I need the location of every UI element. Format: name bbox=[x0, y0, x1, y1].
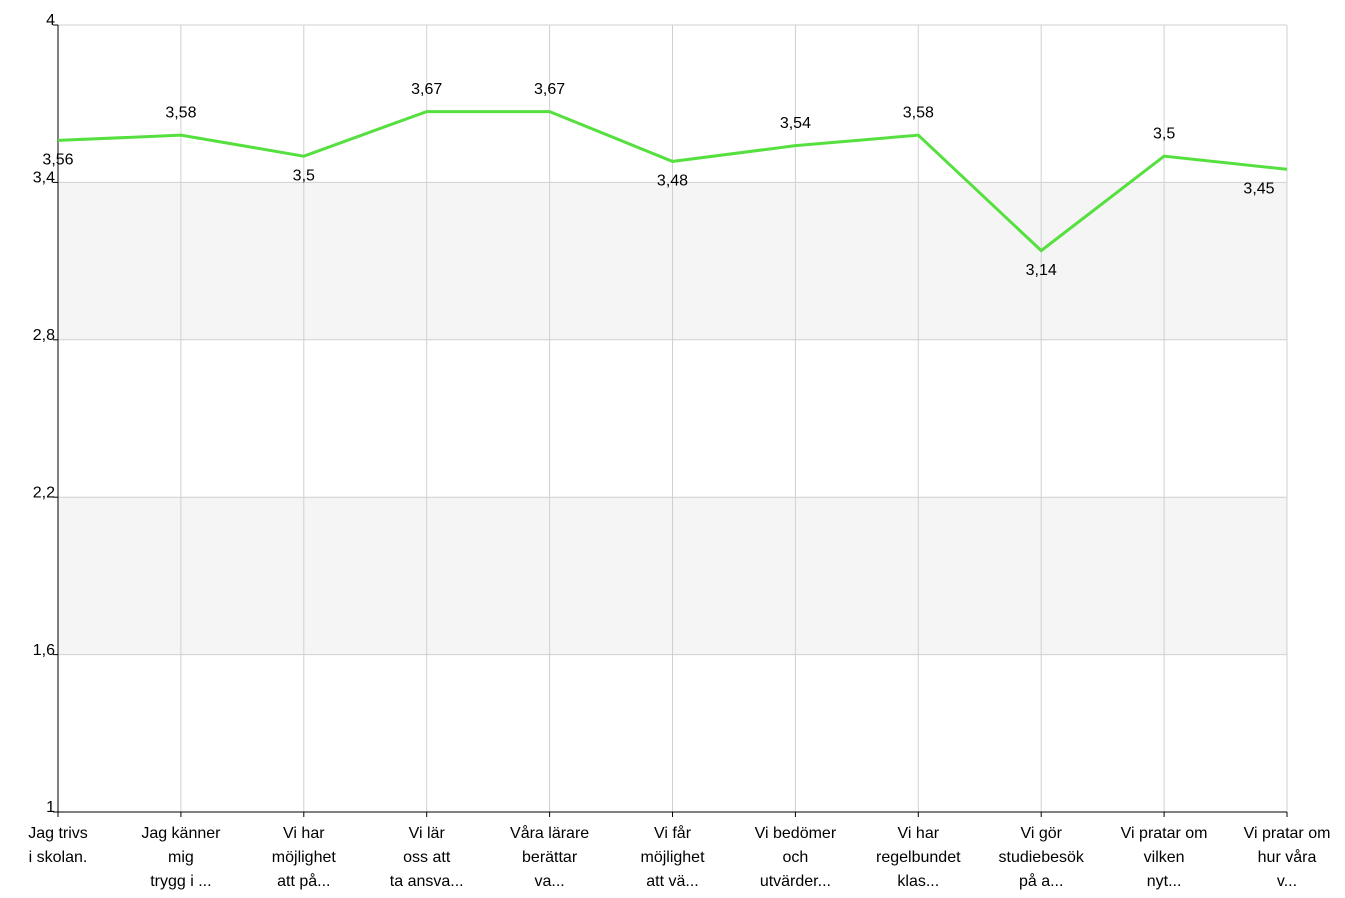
x-tick-label-line: berättar bbox=[522, 849, 578, 866]
x-tick-label-line: mig bbox=[168, 849, 194, 866]
data-label: 3,58 bbox=[903, 104, 934, 121]
x-tick-label-line: regelbundet bbox=[876, 849, 961, 866]
x-tick-label-line: va... bbox=[534, 873, 564, 890]
data-label: 3,45 bbox=[1243, 181, 1274, 198]
x-tick-label: Jag känner mig trygg i ... bbox=[141, 825, 221, 890]
line bbox=[57, 110, 1288, 253]
x-tick-label: Våra lärare berättar va... bbox=[510, 824, 589, 890]
x-tick-label-line: i skolan. bbox=[29, 849, 88, 866]
x-tick-label-line: oss att bbox=[403, 849, 451, 866]
x-tick-label-line: Vi får bbox=[654, 824, 692, 842]
y-tick-label: 4 bbox=[46, 12, 55, 29]
x-tick-label-line: v... bbox=[1277, 873, 1297, 890]
x-tick-label-line: Vi har bbox=[283, 825, 325, 842]
x-tick-label: Vi lär oss att ta ansva... bbox=[390, 825, 464, 890]
x-tick-label-line: Våra lärare bbox=[510, 824, 589, 842]
data-label: 3,67 bbox=[411, 81, 442, 98]
x-tick-label: Jag trivs i skolan. bbox=[28, 825, 88, 866]
x-tick-label-line: Vi bedömer bbox=[755, 825, 837, 842]
x-tick-label: Vi har regelbundet klas... bbox=[876, 825, 961, 890]
x-tick-label-line: Vi pratar om bbox=[1121, 825, 1208, 842]
y-tick-label: 1 bbox=[46, 799, 55, 816]
x-tick-label-line: utvärder... bbox=[760, 873, 831, 890]
y-tick-label: 2,2 bbox=[33, 484, 55, 501]
x-tick-label-line: Jag trivs bbox=[28, 825, 88, 842]
data-label: 3,58 bbox=[165, 104, 196, 121]
x-tick-label-line: Vi pratar om bbox=[1244, 825, 1331, 842]
y-tick-label: 1,6 bbox=[33, 642, 55, 659]
data-label: 3,54 bbox=[780, 115, 811, 132]
data-label: 3,5 bbox=[1153, 125, 1175, 142]
y-tick-label: 2,8 bbox=[33, 327, 55, 344]
x-tick-label-line: klas... bbox=[897, 873, 939, 890]
x-tick-label-line: Vi har bbox=[898, 825, 940, 842]
x-tick-label: Vi får möjlighet att vä... bbox=[640, 824, 705, 890]
x-tick-label: Vi har möjlighet att på... bbox=[272, 825, 337, 890]
x-tick-label-line: vilken bbox=[1144, 849, 1185, 866]
x-tick-label-line: hur våra bbox=[1258, 848, 1317, 866]
x-tick-label: Vi gör studiebesök på a... bbox=[999, 825, 1085, 890]
x-tick-label: Vi pratar om vilken nyt... bbox=[1121, 825, 1208, 890]
x-tick-label-line: Vi lär bbox=[409, 825, 446, 842]
data-label: 3,48 bbox=[657, 173, 688, 190]
x-tick-label-line: möjlighet bbox=[272, 849, 337, 866]
x-tick-label-line: att på... bbox=[277, 872, 330, 890]
x-tick-label-line: Jag känner bbox=[141, 825, 221, 842]
x-tick-label-line: studiebesök bbox=[999, 849, 1085, 866]
x-tick-label-line: trygg i ... bbox=[150, 873, 211, 890]
x-tick-label-line: att vä... bbox=[646, 873, 698, 890]
x-tick-label-line: Vi gör bbox=[1020, 825, 1062, 842]
x-tick-label-line: nyt... bbox=[1147, 873, 1182, 890]
y-tick-label: 3,4 bbox=[33, 170, 55, 187]
x-tick-label-line: och bbox=[783, 849, 809, 866]
data-label: 3,67 bbox=[534, 81, 565, 98]
x-tick-label-line: möjlighet bbox=[640, 849, 705, 866]
data-label: 3,5 bbox=[293, 167, 315, 184]
data-label: 3,56 bbox=[42, 152, 73, 169]
x-tick-label-line: på a... bbox=[1019, 872, 1063, 890]
x-tick-label: Vi bedömer och utvärder... bbox=[755, 825, 837, 890]
x-tick-label-line: ta ansva... bbox=[390, 873, 464, 890]
x-tick-label: Vi pratar om hur våra v... bbox=[1244, 825, 1331, 890]
data-label: 3,14 bbox=[1026, 262, 1057, 279]
